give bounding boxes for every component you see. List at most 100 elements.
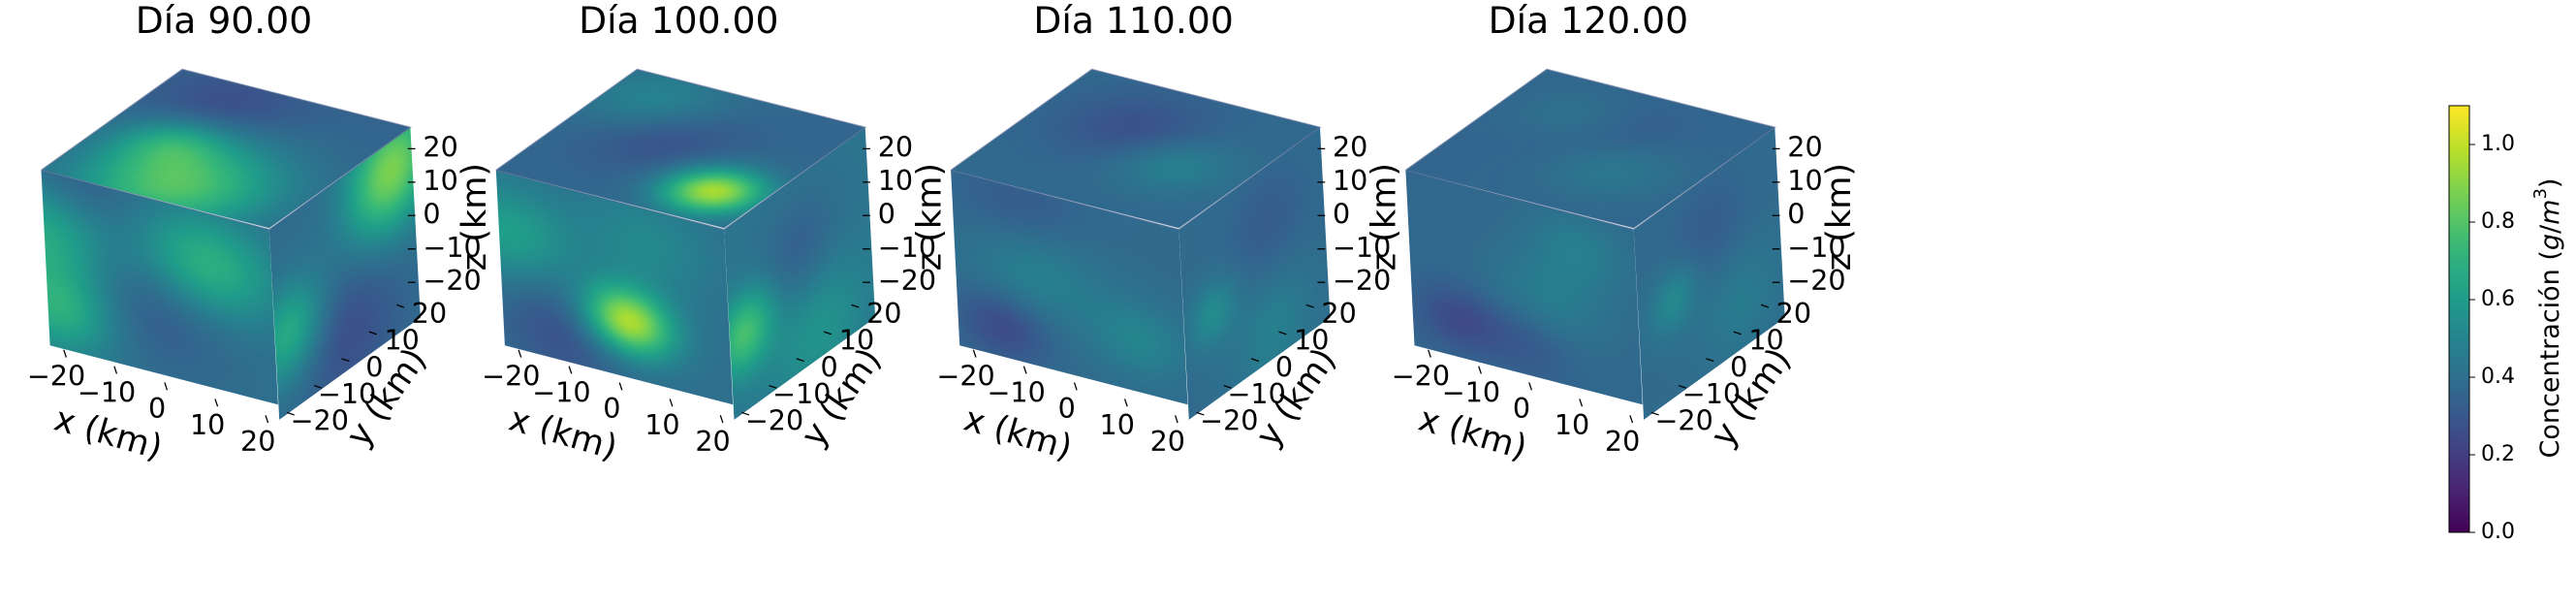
y-tick-label: 0	[1730, 350, 1747, 383]
y-tick-mark	[1650, 411, 1659, 416]
y-tick-mark	[823, 331, 832, 335]
z-tick-label: −20	[1333, 264, 1391, 297]
cube-edges	[495, 68, 867, 231]
x-tick-label: 20	[1150, 425, 1185, 458]
x-tick-label: −10	[532, 375, 590, 408]
x-tick-label: 20	[240, 425, 275, 458]
colorbar-tick-label: 1.0	[2481, 132, 2515, 156]
colorbar-label: Concentración (g/m3)	[2530, 178, 2565, 459]
y-tick-label: −20	[1654, 404, 1712, 437]
x-tick-label: −20	[1392, 359, 1450, 392]
y-tick-mark	[1278, 331, 1287, 335]
subplot-title: Día 100.00	[579, 0, 778, 42]
x-tick-mark	[618, 382, 623, 391]
y-tick-mark	[796, 358, 804, 363]
z-tick-label: −10	[878, 231, 936, 264]
colorbar-tick-label: 0.6	[2481, 287, 2515, 311]
x-tick-mark	[568, 366, 573, 374]
x-tick-label: 20	[695, 425, 730, 458]
y-tick-mark	[368, 331, 377, 335]
x-tick-mark	[1629, 415, 1634, 424]
z-axis-label: z (km)	[1365, 163, 1404, 271]
x-tick-mark	[1478, 366, 1482, 374]
colorbar-gradient	[2448, 105, 2470, 533]
y-tick-label: 10	[384, 324, 419, 357]
z-tick-label: 10	[423, 164, 457, 197]
cube-edges	[41, 68, 413, 231]
z-tick-label: −10	[1787, 231, 1845, 264]
y-tick-label: −20	[291, 404, 349, 437]
x-tick-mark	[1528, 382, 1533, 391]
subplot-title: Día 120.00	[1489, 0, 1688, 42]
y-tick-mark	[1250, 358, 1260, 363]
y-tick-mark	[1196, 411, 1205, 416]
x-tick-mark	[113, 366, 118, 374]
z-tick-label: 0	[878, 197, 895, 230]
y-tick-mark	[1760, 304, 1770, 308]
subplot-title: Día 90.00	[136, 0, 312, 42]
x-tick-mark	[164, 382, 169, 391]
z-tick-label: 10	[1787, 164, 1822, 197]
x-tick-label: −20	[936, 359, 994, 392]
x-tick-mark	[972, 349, 977, 358]
x-tick-mark	[1123, 399, 1128, 407]
x-tick-mark	[1073, 382, 1078, 391]
x-tick-label: −20	[482, 359, 540, 392]
x-tick-label: 10	[644, 408, 679, 441]
colorbar-tick-label: 0.4	[2481, 365, 2515, 389]
x-tick-label: 0	[1513, 392, 1530, 425]
y-tick-mark	[1706, 358, 1714, 363]
y-tick-mark	[1678, 384, 1687, 389]
x-tick-label: −10	[1442, 375, 1500, 408]
x-tick-mark	[669, 399, 674, 407]
y-tick-mark	[395, 304, 405, 308]
x-tick-mark	[518, 349, 522, 358]
z-tick-label: −20	[1787, 264, 1845, 297]
z-tick-label: 0	[423, 197, 440, 230]
colorbar-tick-label: 0.8	[2481, 209, 2515, 234]
cube-edges	[950, 68, 1322, 231]
z-tick-label: −20	[423, 264, 481, 297]
colorbar-tick-label: 0.2	[2481, 442, 2515, 466]
z-tick-label: 20	[878, 130, 913, 163]
colorbar-tick-label: 0.0	[2481, 520, 2515, 544]
y-tick-label: 10	[839, 324, 874, 357]
z-tick-label: 20	[423, 130, 457, 163]
y-tick-label: −20	[745, 404, 803, 437]
y-tick-mark	[286, 411, 295, 416]
y-tick-mark	[1223, 384, 1232, 389]
x-tick-mark	[1022, 366, 1027, 374]
y-tick-label: 0	[1275, 350, 1293, 383]
y-tick-label: 20	[1776, 297, 1811, 330]
y-tick-label: 20	[412, 297, 447, 330]
x-tick-mark	[63, 349, 68, 358]
x-tick-label: 10	[190, 408, 225, 441]
y-tick-label: −10	[318, 377, 376, 410]
y-tick-mark	[314, 384, 323, 389]
x-tick-label: −10	[987, 375, 1045, 408]
subplot-title: Día 110.00	[1033, 0, 1233, 42]
z-tick-label: 20	[1333, 130, 1367, 163]
y-tick-mark	[341, 358, 350, 363]
z-tick-label: 10	[878, 164, 913, 197]
z-tick-label: −20	[878, 264, 936, 297]
x-tick-mark	[1579, 399, 1584, 407]
z-tick-label: 20	[1787, 130, 1822, 163]
x-tick-label: 0	[148, 392, 166, 425]
z-tick-label: 0	[1787, 197, 1805, 230]
y-tick-mark	[851, 304, 860, 308]
y-tick-mark	[741, 411, 750, 416]
z-tick-label: 10	[1333, 164, 1367, 197]
z-axis-label: z (km)	[455, 163, 494, 271]
y-tick-label: −10	[772, 377, 831, 410]
y-tick-label: −20	[1200, 404, 1258, 437]
y-tick-label: 10	[1748, 324, 1783, 357]
z-tick-label: −10	[423, 231, 481, 264]
x-tick-mark	[1174, 415, 1178, 424]
y-tick-label: −10	[1682, 377, 1741, 410]
x-tick-label: −10	[78, 375, 136, 408]
colorbar: 0.0 0.2 0.4 0.6 0.8 1.0 Concentración (g/m3)	[2448, 105, 2565, 544]
